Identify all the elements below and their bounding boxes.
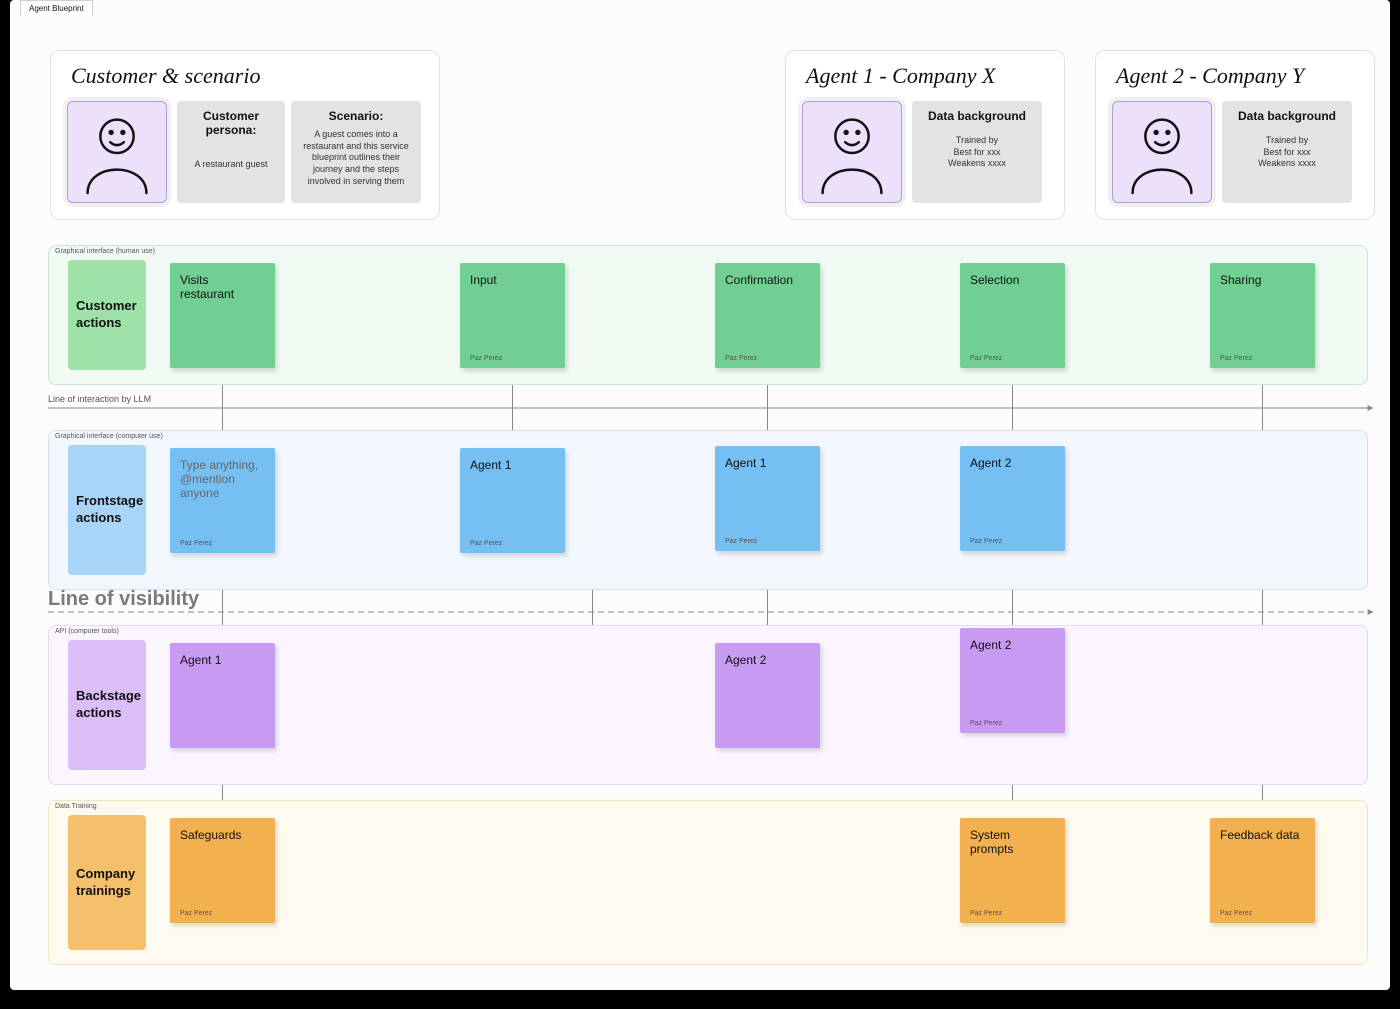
persona-card-body: A restaurant guest xyxy=(185,159,277,171)
agent2-persona-icon xyxy=(1112,101,1212,203)
agent2-title: Agent 2 - Company Y xyxy=(1116,63,1304,89)
sticky-author: Paz Perez xyxy=(470,540,502,547)
visibility-line-label: Line of visibility xyxy=(48,588,199,611)
sticky-label: Agent 1 xyxy=(180,653,265,667)
sticky-note[interactable]: Selection Paz Perez xyxy=(960,263,1065,368)
training-title-card: Company trainings xyxy=(68,815,146,950)
backstage-title: Backstage actions xyxy=(76,688,141,722)
sticky-label: Safeguards xyxy=(180,828,265,842)
frontstage-title-card: Frontstage actions xyxy=(68,445,146,575)
frontstage-lane-label: Graphical interface (computer use) xyxy=(52,432,166,441)
sticky-note[interactable]: Type anything, @mention anyone Paz Perez xyxy=(170,448,275,553)
sticky-author: Paz Perez xyxy=(725,538,757,545)
sticky-label: Selection xyxy=(970,273,1055,287)
tab-title[interactable]: Agent Blueprint xyxy=(20,0,93,16)
sticky-note[interactable]: Visits restaurant xyxy=(170,263,275,368)
sticky-note[interactable]: Agent 1 Paz Perez xyxy=(715,446,820,551)
sticky-label: Feedback data xyxy=(1220,828,1305,842)
sticky-label: Sharing xyxy=(1220,273,1305,287)
sticky-label: Visits restaurant xyxy=(180,273,265,301)
sticky-label: Agent 1 xyxy=(470,458,555,472)
training-title: Company trainings xyxy=(76,866,138,900)
frontstage-title: Frontstage actions xyxy=(76,493,143,527)
agent1-data-title: Data background xyxy=(920,109,1034,123)
persona-card-title: Customer persona: xyxy=(185,109,277,137)
sticky-label: Agent 2 xyxy=(725,653,810,667)
sticky-author: Paz Perez xyxy=(970,355,1002,362)
sticky-author: Paz Perez xyxy=(970,910,1002,917)
sticky-note[interactable]: Feedback data Paz Perez xyxy=(1210,818,1315,923)
blueprint-canvas: Agent Blueprint Customer & scenario Cust… xyxy=(10,0,1390,990)
agent2-data-card: Data background Trained by Best for xxx … xyxy=(1222,101,1352,203)
interaction-line-label: Line of interaction by LLM xyxy=(48,394,151,404)
agent2-group: Agent 2 - Company Y Data background Trai… xyxy=(1095,50,1375,220)
customer-scenario-title: Customer & scenario xyxy=(71,63,260,89)
sticky-note[interactable]: Safeguards Paz Perez xyxy=(170,818,275,923)
agent1-title: Agent 1 - Company X xyxy=(806,63,995,89)
sticky-note[interactable]: Agent 1 xyxy=(170,643,275,748)
sticky-author: Paz Perez xyxy=(1220,355,1252,362)
sticky-note[interactable]: Agent 1 Paz Perez xyxy=(460,448,565,553)
scenario-card-title: Scenario: xyxy=(299,109,413,123)
sticky-note[interactable]: Confirmation Paz Perez xyxy=(715,263,820,368)
agent2-data-title: Data background xyxy=(1230,109,1344,123)
training-lane-label: Data Training xyxy=(52,802,100,811)
sticky-author: Paz Perez xyxy=(970,720,1002,727)
agent1-data-card: Data background Trained by Best for xxx … xyxy=(912,101,1042,203)
agent1-group: Agent 1 - Company X Data background Trai… xyxy=(785,50,1065,220)
sticky-label: Agent 1 xyxy=(725,456,810,470)
sticky-label: Input xyxy=(470,273,555,287)
sticky-label: System prompts xyxy=(970,828,1055,856)
scenario-card: Scenario: A guest comes into a restauran… xyxy=(291,101,421,203)
sticky-author: Paz Perez xyxy=(180,910,212,917)
customer-actions-title: Customer actions xyxy=(76,298,138,332)
sticky-author: Paz Perez xyxy=(180,540,212,547)
sticky-note[interactable]: Agent 2 Paz Perez xyxy=(960,446,1065,551)
sticky-note[interactable]: System prompts Paz Perez xyxy=(960,818,1065,923)
backstage-lane-label: API (computer tools) xyxy=(52,627,122,636)
persona-card: Customer persona: A restaurant guest xyxy=(177,101,285,203)
scenario-card-body: A guest comes into a restaurant and this… xyxy=(299,129,413,187)
sticky-note[interactable]: Sharing Paz Perez xyxy=(1210,263,1315,368)
customer-lane-label: Graphical interface (human use) xyxy=(52,247,158,256)
customer-persona-icon xyxy=(67,101,167,203)
sticky-author: Paz Perez xyxy=(970,538,1002,545)
agent1-persona-icon xyxy=(802,101,902,203)
sticky-author: Paz Perez xyxy=(1220,910,1252,917)
sticky-author: Paz Perez xyxy=(725,355,757,362)
customer-scenario-group: Customer & scenario Customer persona: A … xyxy=(50,50,440,220)
agent1-data-body: Trained by Best for xxx Weakens xxxx xyxy=(920,135,1034,170)
sticky-note[interactable]: Agent 2 Paz Perez xyxy=(960,628,1065,733)
sticky-note[interactable]: Input Paz Perez xyxy=(460,263,565,368)
agent2-data-body: Trained by Best for xxx Weakens xxxx xyxy=(1230,135,1344,170)
backstage-title-card: Backstage actions xyxy=(68,640,146,770)
sticky-placeholder: Type anything, @mention anyone xyxy=(180,458,265,500)
customer-actions-title-card: Customer actions xyxy=(68,260,146,370)
sticky-label: Confirmation xyxy=(725,273,810,287)
sticky-note[interactable]: Agent 2 xyxy=(715,643,820,748)
sticky-label: Agent 2 xyxy=(970,456,1055,470)
sticky-label: Agent 2 xyxy=(970,638,1055,652)
sticky-author: Paz Perez xyxy=(470,355,502,362)
